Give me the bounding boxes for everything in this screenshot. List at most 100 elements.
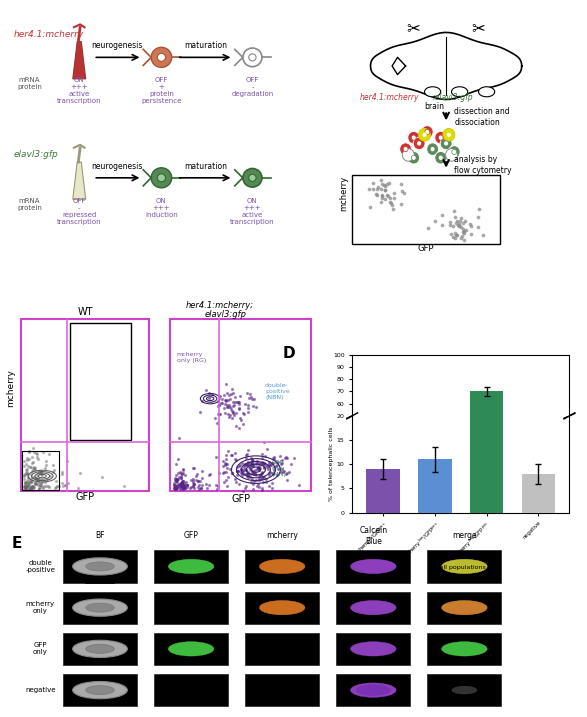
- Point: [244, 469, 253, 480]
- Point: [234, 461, 243, 473]
- Text: mcherry
only: mcherry only: [26, 601, 55, 614]
- Y-axis label: % of telencephalic cells: % of telencephalic cells: [329, 427, 334, 501]
- Point: [212, 480, 221, 491]
- Text: dissection and
dissociation: dissection and dissociation: [454, 108, 510, 127]
- Text: her4.1:mcherry;: her4.1:mcherry;: [185, 301, 254, 310]
- Point: [39, 483, 48, 494]
- Point: [179, 475, 188, 487]
- Point: [228, 396, 237, 407]
- Point: [254, 462, 263, 474]
- Point: [191, 474, 201, 485]
- Point: [254, 478, 263, 490]
- Point: [35, 483, 44, 494]
- Point: [173, 477, 182, 488]
- Point: [265, 480, 274, 492]
- Point: [257, 466, 266, 478]
- Point: [377, 189, 387, 201]
- Point: [195, 479, 204, 490]
- Point: [234, 465, 243, 477]
- Text: double-
positive
(NBN): double- positive (NBN): [265, 383, 290, 399]
- Point: [178, 480, 188, 492]
- Text: E: E: [12, 536, 22, 551]
- Circle shape: [168, 642, 214, 656]
- Point: [252, 470, 261, 481]
- Point: [227, 412, 236, 424]
- Bar: [336, 632, 410, 665]
- Point: [119, 480, 129, 492]
- Point: [232, 421, 241, 432]
- Bar: [154, 632, 228, 665]
- Point: [21, 480, 31, 492]
- Text: merge: merge: [452, 531, 477, 541]
- Point: [28, 442, 38, 453]
- Point: [213, 408, 222, 419]
- Point: [244, 458, 253, 470]
- Point: [19, 470, 29, 481]
- Point: [204, 479, 214, 490]
- Point: [43, 480, 53, 492]
- Point: [60, 479, 70, 490]
- Point: [248, 455, 257, 466]
- Point: [181, 483, 190, 494]
- Point: [215, 408, 224, 419]
- Point: [253, 462, 262, 473]
- Point: [176, 478, 185, 489]
- Point: [227, 467, 237, 479]
- Point: [431, 215, 440, 227]
- Point: [201, 479, 211, 490]
- Point: [217, 393, 227, 404]
- Text: brain: brain: [424, 102, 444, 111]
- Point: [232, 461, 241, 473]
- Point: [23, 460, 32, 472]
- Point: [242, 450, 251, 461]
- Point: [228, 384, 237, 395]
- Point: [173, 473, 183, 484]
- Point: [32, 452, 42, 463]
- Text: maturation: maturation: [184, 41, 227, 50]
- Point: [35, 480, 45, 492]
- Text: mcherry: mcherry: [339, 176, 348, 212]
- Point: [222, 458, 232, 470]
- Bar: [21, 319, 149, 491]
- Point: [197, 479, 207, 490]
- Point: [458, 217, 467, 229]
- Point: [171, 458, 180, 470]
- Point: [197, 465, 207, 477]
- Point: [257, 449, 266, 460]
- Circle shape: [440, 137, 452, 150]
- Point: [381, 184, 390, 196]
- Point: [386, 196, 395, 207]
- Point: [73, 483, 83, 494]
- Point: [227, 449, 237, 460]
- Point: [239, 462, 249, 473]
- Point: [228, 401, 238, 412]
- Text: ON
+++
active
transcription: ON +++ active transcription: [230, 198, 275, 225]
- Point: [25, 461, 35, 473]
- Point: [286, 458, 296, 470]
- Point: [242, 471, 251, 483]
- Text: OFF
+
protein
persistence: OFF + protein persistence: [141, 77, 181, 105]
- Point: [254, 473, 264, 484]
- Point: [237, 457, 247, 468]
- Point: [451, 229, 461, 241]
- Point: [241, 482, 250, 493]
- Circle shape: [356, 685, 390, 695]
- Point: [372, 184, 382, 195]
- Point: [32, 469, 42, 480]
- Point: [19, 460, 29, 472]
- Point: [58, 478, 67, 489]
- Text: Calcein
Blue: Calcein Blue: [359, 526, 387, 546]
- Point: [237, 463, 246, 475]
- Point: [214, 401, 223, 412]
- Point: [277, 457, 286, 468]
- Point: [204, 392, 213, 404]
- Point: [21, 458, 31, 470]
- Text: mRNA
protein: mRNA protein: [17, 198, 42, 211]
- Text: mcherry: mcherry: [6, 369, 15, 407]
- Point: [260, 450, 269, 462]
- Point: [438, 219, 447, 231]
- Point: [222, 394, 231, 405]
- Point: [22, 480, 32, 491]
- Point: [171, 482, 180, 493]
- Point: [24, 476, 33, 488]
